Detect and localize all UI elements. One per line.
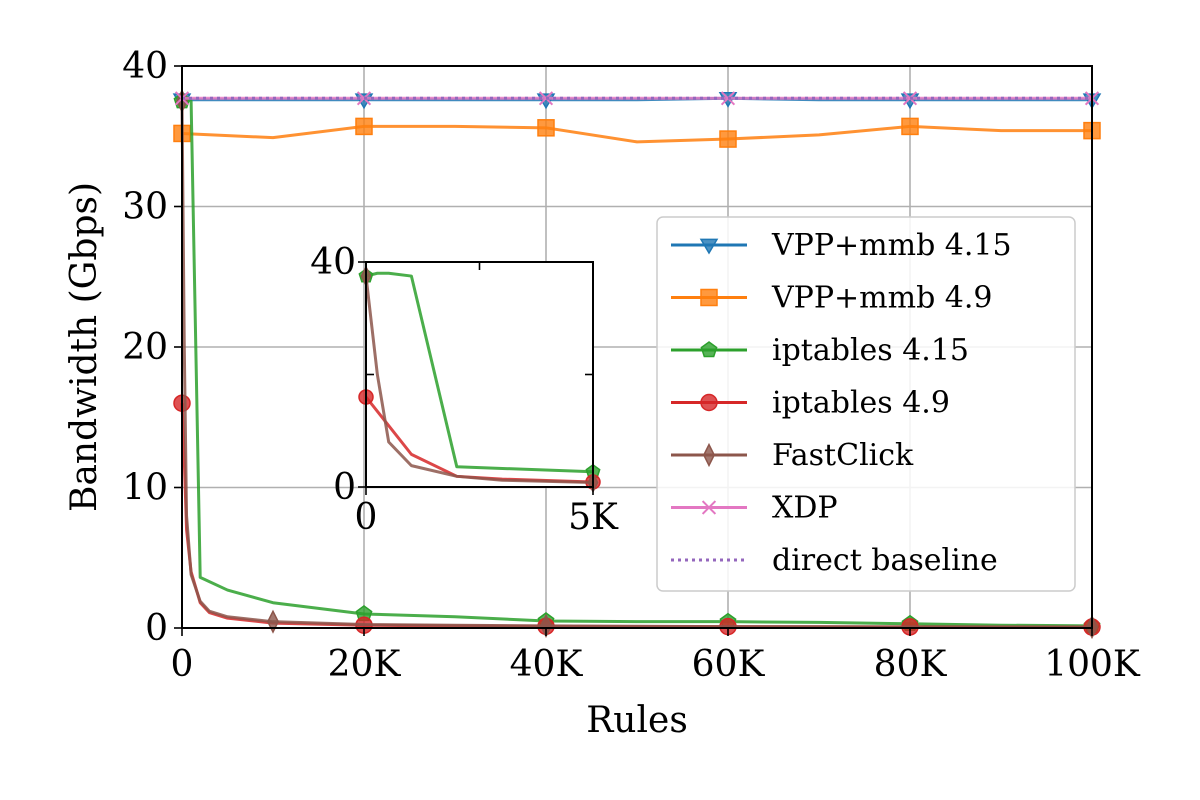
legend-label-fastclick: FastClick — [772, 438, 914, 473]
legend-marker-iptables-4-9 — [700, 393, 718, 412]
legend: VPP+mmb 4.15 VPP+mmb 4.9 iptables 4.15 ipta… — [656, 216, 1076, 592]
inset-plot: 0 5K 0 40 — [310, 242, 619, 538]
legend-item-xdp: XDP — [671, 491, 838, 526]
data-point-vpp-mmb-4-9 — [537, 119, 555, 137]
y-tick-label: 10 — [122, 468, 168, 509]
series-line-iptables-4-15 — [181, 98, 1093, 628]
legend-label-xdp: XDP — [772, 491, 838, 526]
series-vpp-mmb-4-9 — [173, 117, 1101, 148]
legend-item-direct-baseline: direct baseline — [671, 543, 998, 578]
x-tick-label: 60K — [692, 644, 766, 685]
y-tick-label: 0 — [145, 608, 168, 649]
x-axis-label: Rules — [586, 700, 688, 741]
data-point-fastclick — [539, 613, 553, 638]
x-tick-label: 0 — [171, 644, 194, 685]
inset-x-tick-label: 0 — [355, 497, 378, 538]
data-point-fastclick — [266, 609, 280, 634]
legend-label-vpp-mmb-4-15: VPP+mmb 4.15 — [771, 228, 1012, 263]
inset-background — [366, 262, 593, 487]
x-tick-label: 20K — [328, 644, 402, 685]
legend-item-vpp-mmb-4-15: VPP+mmb 4.15 — [671, 228, 1012, 263]
legend-label-direct-baseline: direct baseline — [772, 543, 998, 578]
legend-label-iptables-4-15: iptables 4.15 — [772, 333, 969, 368]
legend-item-fastclick: FastClick — [671, 438, 914, 473]
legend-marker-xdp — [701, 500, 717, 515]
series-fastclick — [175, 89, 1099, 640]
legend-item-vpp-mmb-4-9: VPP+mmb 4.9 — [671, 281, 993, 316]
y-tick-label: 40 — [122, 46, 168, 87]
legend-label-iptables-4-9: iptables 4.9 — [772, 386, 950, 421]
data-point-vpp-mmb-4-9 — [355, 117, 373, 136]
y-tick-label: 20 — [122, 327, 168, 368]
main-axis-ticks: 0 20K 40K 60K 80K 100K 0 10 20 30 40 — [122, 46, 1141, 685]
legend-box — [656, 216, 1076, 592]
inset-series-line-fastclick — [364, 275, 594, 484]
x-tick-label: 80K — [874, 644, 948, 685]
legend-marker-vpp-mmb-4-15 — [699, 238, 719, 255]
inset-y-tick-label: 0 — [333, 467, 356, 508]
inset-series-line-iptables-4-15 — [365, 271, 594, 474]
inset-y-tick-label: 40 — [310, 242, 356, 283]
series-line-fastclick — [180, 101, 1093, 629]
series-vpp-mmb-4-15 — [172, 91, 1102, 110]
x-tick-label: 100K — [1044, 644, 1141, 685]
data-point-vpp-mmb-4-9 — [901, 117, 919, 136]
series-line-vpp-mmb-4-9 — [181, 124, 1092, 144]
legend-label-vpp-mmb-4-9: VPP+mmb 4.9 — [771, 281, 993, 316]
x-marker-stroke — [701, 500, 717, 515]
legend-item-iptables-4-9: iptables 4.9 — [671, 386, 950, 421]
legend-marker-vpp-mmb-4-9 — [700, 288, 718, 307]
x-tick-label: 40K — [510, 644, 584, 685]
data-point-vpp-mmb-4-9 — [719, 130, 737, 148]
legend-marker-fastclick — [702, 442, 716, 468]
y-tick-label: 30 — [122, 187, 168, 228]
legend-marker-iptables-4-15 — [700, 341, 718, 358]
legend-item-iptables-4-15: iptables 4.15 — [671, 333, 969, 368]
inset-x-tick-label: 5K — [568, 497, 619, 538]
y-axis-label: Bandwidth (Gbps) — [64, 182, 105, 512]
main-series-layer — [172, 89, 1102, 640]
